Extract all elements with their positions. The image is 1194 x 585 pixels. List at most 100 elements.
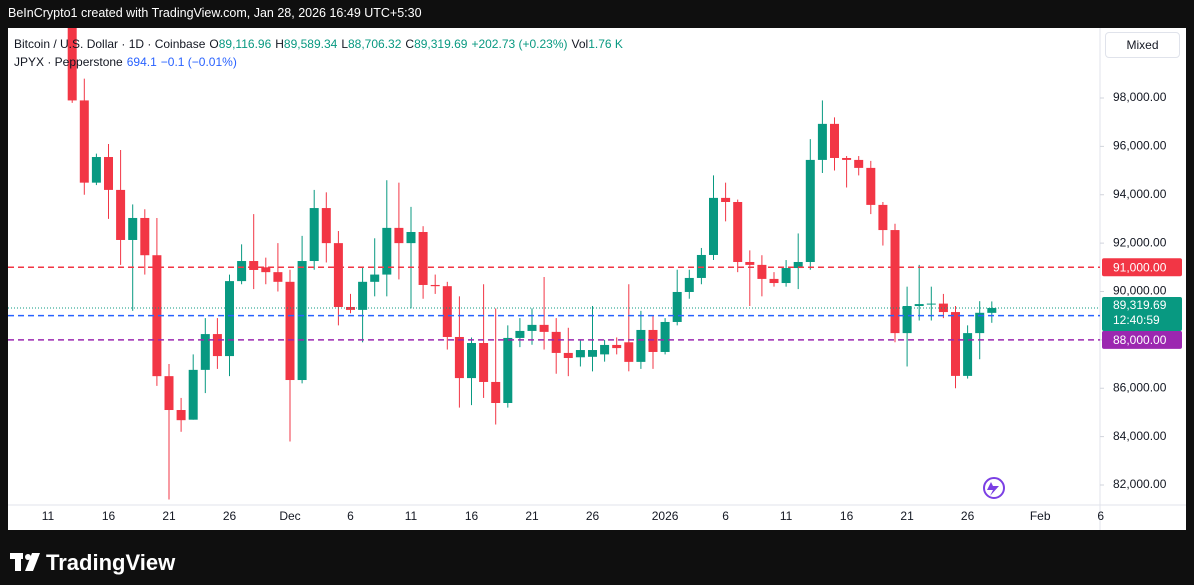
x-tick-label: 6 xyxy=(1097,509,1104,523)
candle-body xyxy=(370,274,380,282)
level-label-box xyxy=(1102,258,1182,277)
candle-body xyxy=(551,331,561,353)
x-tick-label: 26 xyxy=(586,509,600,523)
last-price-label: 89,319.69 xyxy=(1113,298,1167,312)
candle-body xyxy=(237,261,247,282)
candle-body xyxy=(152,255,162,377)
overlay-change: −0.1 (−0.01%) xyxy=(160,55,237,69)
candle-body xyxy=(406,231,416,244)
candle-body xyxy=(382,227,392,275)
candle-body xyxy=(709,197,718,255)
brand: TradingView xyxy=(46,550,176,575)
x-tick-label: 21 xyxy=(900,509,914,523)
candle-body xyxy=(721,197,731,203)
x-tick-label: Feb xyxy=(1030,509,1051,523)
x-tick-label: 21 xyxy=(162,509,176,523)
level-label: 88,000.00 xyxy=(1113,333,1167,347)
x-tick-label: 11 xyxy=(780,509,793,523)
candle-body xyxy=(781,268,791,284)
x-axis: 11 16 21 26 Dec 6 11 16 21 26 2026 6 11 16 21 26 Feb 6 xyxy=(42,509,1104,523)
y-tick-label: 96,000.00 xyxy=(1113,139,1167,153)
candle-body xyxy=(769,278,779,284)
candle-body xyxy=(817,123,827,160)
plot xyxy=(8,28,1100,500)
candle-body xyxy=(636,329,646,362)
x-tick-label: 6 xyxy=(347,509,354,523)
candle-body xyxy=(696,254,706,278)
x-tick-label: Dec xyxy=(279,509,300,523)
candle-body xyxy=(624,342,634,362)
x-tick-label: 21 xyxy=(525,509,539,523)
candle-body xyxy=(878,204,888,231)
candle-body xyxy=(321,208,331,244)
overlay-value: 694.1 xyxy=(126,55,157,69)
ohlc-legend: Bitcoin / U.S. Dollar · 1D · Coinbase O8… xyxy=(14,37,623,51)
candle-body xyxy=(503,337,513,404)
close-value: 89,319.69 xyxy=(414,37,468,51)
candle-body xyxy=(91,157,101,183)
candle-body xyxy=(442,286,452,337)
candle-body xyxy=(938,303,948,313)
candle-body xyxy=(67,28,77,101)
x-tick-label: 16 xyxy=(102,509,116,523)
candle-body xyxy=(926,303,936,305)
open-label: O xyxy=(209,37,219,51)
close-label: C xyxy=(405,37,415,51)
candle-body xyxy=(225,281,234,357)
candle-body xyxy=(914,304,924,307)
open-value: 89,116.96 xyxy=(218,37,272,51)
candle-body xyxy=(975,312,985,334)
candle-body xyxy=(527,324,537,331)
x-tick-label: 26 xyxy=(223,509,237,523)
candle-body xyxy=(140,217,150,256)
y-tick-label: 92,000.00 xyxy=(1113,235,1167,249)
candle-body xyxy=(563,352,573,359)
x-tick-label: 11 xyxy=(42,509,55,523)
level-label-box xyxy=(1102,330,1182,349)
candle-body xyxy=(104,157,113,190)
x-tick-label: 16 xyxy=(465,509,479,523)
candle-body xyxy=(733,202,743,262)
high-value: 89,589.34 xyxy=(283,37,338,51)
chart-frame xyxy=(8,28,1186,530)
candle-body xyxy=(188,369,198,420)
candle-body xyxy=(128,217,138,240)
candle-body xyxy=(757,264,767,279)
low-value: 88,706.32 xyxy=(348,37,402,51)
mode-button[interactable]: Mixed xyxy=(1105,32,1180,58)
symbol-title: Bitcoin / U.S. Dollar · 1D · Coinbase xyxy=(14,37,206,51)
overlay-legend: JPYX · Pepperstone 694.1 −0.1 (−0.01%) xyxy=(14,55,237,69)
candle-body xyxy=(612,344,622,349)
candle-body xyxy=(212,334,222,357)
y-tick-label: 82,000.00 xyxy=(1113,477,1167,491)
candle-body xyxy=(793,261,803,269)
x-tick-label: 2026 xyxy=(652,509,679,523)
candle-body xyxy=(600,344,610,355)
candle-body xyxy=(987,307,997,313)
candle-body xyxy=(830,123,839,158)
candle-body xyxy=(515,330,525,338)
candle-body xyxy=(309,208,319,262)
candle-body xyxy=(951,312,960,376)
candle-body xyxy=(575,350,585,358)
candle-body xyxy=(333,243,343,307)
last-price-box xyxy=(1102,296,1182,331)
change: +202.73 (+0.23%) xyxy=(471,37,568,51)
high-label: H xyxy=(275,37,284,51)
candle-body xyxy=(660,321,670,352)
attribution: BeInCrypto1 created with TradingView.com… xyxy=(8,6,422,20)
candle-body xyxy=(467,343,476,379)
candle-body xyxy=(285,281,295,381)
candle-body xyxy=(684,277,694,292)
y-tick-label: 84,000.00 xyxy=(1113,429,1167,443)
x-tick-label: 6 xyxy=(722,509,729,523)
volume-value: 1.76 K xyxy=(588,37,623,51)
candle-body xyxy=(805,159,815,262)
candle-body xyxy=(358,281,368,310)
candle-body xyxy=(418,231,428,285)
candle-body xyxy=(164,376,174,411)
candle-body xyxy=(249,261,259,270)
candle-body xyxy=(745,261,755,265)
candle-body xyxy=(890,230,900,334)
